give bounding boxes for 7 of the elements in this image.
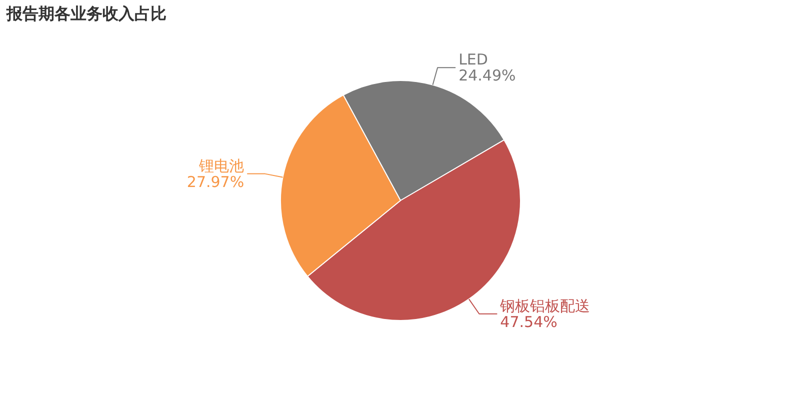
data-label: 27.97% <box>186 172 244 191</box>
data-label: 47.54% <box>500 312 558 331</box>
chart-title: 报告期各业务收入占比 <box>6 4 166 23</box>
data-label: 24.49% <box>458 66 516 85</box>
slice-label: LED <box>458 50 488 69</box>
slice-label: 锂电池 <box>198 156 244 175</box>
slice-label: 钢板铝板配送 <box>499 296 590 315</box>
